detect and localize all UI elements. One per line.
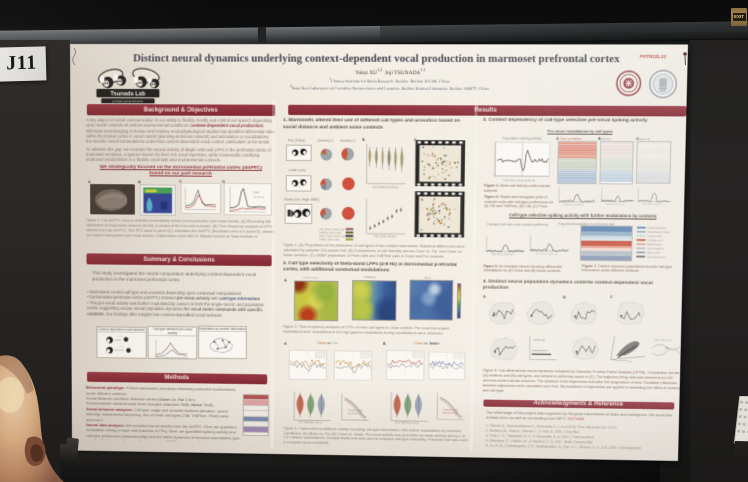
svg-text:Trill TrillPhee Phee: Trill TrillPhee Phee — [298, 420, 322, 424]
svg-text:Time from onset (s): Time from onset (s) — [605, 202, 624, 205]
svg-text:Close/Noise mixed: Close/Noise mixed — [647, 230, 670, 234]
svg-text:Time from onset (s): Time from onset (s) — [491, 253, 513, 256]
svg-text:Time from onset (s): Time from onset (s) — [563, 203, 584, 206]
svg-text:Mixed select.: Mixed select. — [647, 243, 663, 247]
svg-text:Trill TrillPhee Phee: Trill TrillPhee Phee — [395, 420, 420, 424]
svg-text:Triphasic peak: Triphasic peak — [347, 409, 363, 412]
svg-text:Time (sec): Time (sec) — [168, 357, 179, 359]
svg-text:Noise preferred: Noise preferred — [648, 226, 667, 230]
svg-text:Twitter, other calls: Twitter, other calls — [319, 237, 340, 241]
svg-text:Call type pref.: Call type pref. — [647, 238, 664, 242]
svg-text:Far Close Noise: Far Close Noise — [374, 234, 396, 238]
svg-text:Trill TrillPhee Phee: Trill TrillPhee Phee — [372, 185, 398, 189]
svg-text:State-space axis: State-space axis — [654, 338, 672, 341]
svg-text:Call: Call — [253, 190, 259, 194]
svg-text:Triphasic peak: Triphasic peak — [443, 408, 459, 411]
svg-text:TrillPhee (mid calls): TrillPhee (mid calls) — [319, 230, 341, 234]
svg-text:No modulation: No modulation — [647, 247, 665, 251]
svg-text:Other units: Other units — [647, 251, 661, 255]
svg-text:Trill / quiet contact call: Trill / quiet contact call — [319, 227, 345, 231]
svg-text:primate social behavior: primate social behavior — [113, 99, 143, 103]
svg-text:across p<0.05: across p<0.05 — [443, 412, 458, 415]
svg-text:Time from onset (s): Time from onset (s) — [642, 202, 661, 205]
svg-text:Time from vocal onset (s): Time from vocal onset (s) — [502, 178, 535, 182]
svg-text:Tsunada Lab: Tsunada Lab — [111, 91, 146, 97]
svg-text:Context only: Context only — [647, 234, 662, 238]
svg-text:across p<0.05: across p<0.05 — [347, 412, 362, 415]
svg-text:GPFA traj.: GPFA traj. — [533, 338, 545, 342]
svg-text:Time from onset (s): Time from onset (s) — [535, 253, 557, 256]
svg-text:Non-responsive: Non-responsive — [647, 255, 666, 259]
svg-text:40-4k Hz: 40-4k Hz — [253, 195, 264, 199]
svg-text:Phee / loud contact call: Phee / loud contact call — [319, 234, 346, 238]
